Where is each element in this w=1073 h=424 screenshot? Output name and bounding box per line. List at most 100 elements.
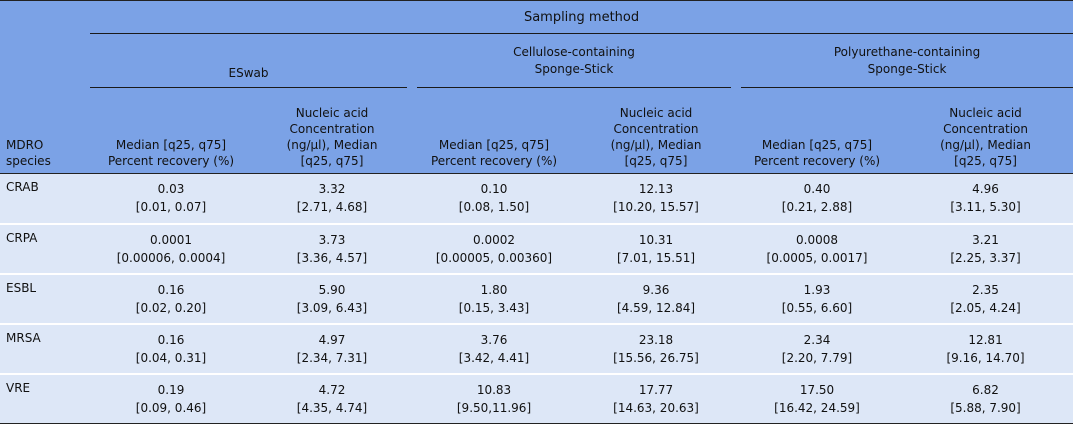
median-value: 0.40 [803, 182, 831, 197]
value-cell: 0.0002 [0.00005, 0.00360] [412, 223, 576, 274]
species-cell: MRSA [0, 323, 90, 374]
conc-line3: (ng/µl), Median [286, 138, 378, 152]
species-cell: ESBL [0, 273, 90, 324]
median-value: 3.32 [318, 182, 346, 197]
method-header-polyurethane: Polyurethane-containing Sponge-Stick [730, 34, 1073, 88]
median-value: 0.19 [157, 382, 185, 397]
median-value: 0.0002 [473, 232, 515, 247]
recovery-line2: Percent recovery (%) [107, 154, 235, 168]
table-row: CRPA 0.0001 [0.00006, 0.0004] 3.73 [3.36, 4.… [0, 223, 1073, 274]
value-cell: 3.21 [2.25, 3.37] [898, 223, 1073, 274]
value-cell: 4.96 [3.11, 5.30] [898, 173, 1073, 224]
value-cell: 3.73 [3.36, 4.57] [252, 223, 412, 274]
cellulose-conc-header: Nucleic acid Concentration (ng/µl), Medi… [576, 88, 736, 174]
conc-line3: (ng/µl), Median [610, 138, 702, 152]
conc-line4: [q25, q75] [624, 154, 688, 168]
iqr-value: [2.25, 3.37] [950, 250, 1021, 265]
iqr-value: [0.55, 6.60] [781, 300, 853, 315]
recovery-line1: Median [q25, q75] [761, 138, 873, 152]
value-cell: 0.10 [0.08, 1.50] [412, 173, 576, 224]
polyurethane-conc-header: Nucleic acid Concentration (ng/µl), Medi… [898, 88, 1073, 174]
median-value: 17.50 [799, 382, 835, 397]
conc-line1: Nucleic acid [619, 106, 693, 120]
iqr-value: [2.34, 7.31] [296, 350, 368, 365]
iqr-value: [3.36, 4.57] [296, 250, 368, 265]
iqr-value: [3.11, 5.30] [950, 200, 1021, 215]
method-polyurethane-line1: Polyurethane-containing [833, 45, 981, 59]
table-body: CRAB 0.03 [0.01, 0.07] 3.32 [2.71, 4.68] 0.10… [0, 173, 1073, 424]
iqr-value: [10.20, 15.57] [613, 200, 699, 215]
median-value: 10.83 [476, 382, 512, 397]
iqr-value: [15.56, 26.75] [613, 350, 699, 365]
conc-line1: Nucleic acid [295, 106, 369, 120]
median-value: 4.72 [318, 382, 346, 397]
value-cell: 0.19 [0.09, 0.46] [90, 373, 252, 424]
iqr-value: [0.09, 0.46] [135, 400, 207, 415]
iqr-value: [2.20, 7.79] [781, 350, 853, 365]
polyurethane-recovery-header: Median [q25, q75] Percent recovery (%) [736, 88, 898, 174]
median-value: 0.0008 [796, 232, 838, 247]
value-cell: 9.36 [4.59, 12.84] [576, 273, 736, 324]
median-value: 23.18 [638, 332, 674, 347]
method-eswab-line1: ESwab [228, 66, 269, 80]
value-cell: 17.50 [16.42, 24.59] [736, 373, 898, 424]
recovery-line1: Median [q25, q75] [115, 138, 227, 152]
conc-line2: Concentration [613, 122, 699, 136]
conc-line1: Nucleic acid [949, 106, 1022, 120]
iqr-value: [9.50,11.96] [456, 400, 532, 415]
conc-line4: [q25, q75] [954, 154, 1017, 168]
species-header-line2: species [6, 154, 51, 168]
median-value: 0.16 [157, 332, 185, 347]
iqr-value: [2.71, 4.68] [296, 200, 368, 215]
value-cell: 0.16 [0.02, 0.20] [90, 273, 252, 324]
median-value: 2.35 [972, 282, 999, 297]
value-cell: 4.97 [2.34, 7.31] [252, 323, 412, 374]
value-cell: 1.93 [0.55, 6.60] [736, 273, 898, 324]
value-cell: 10.31 [7.01, 15.51] [576, 223, 736, 274]
recovery-line1: Median [q25, q75] [438, 138, 550, 152]
cellulose-recovery-header: Median [q25, q75] Percent recovery (%) [412, 88, 576, 174]
median-value: 10.31 [638, 232, 674, 247]
method-cellulose-line2: Sponge-Stick [534, 62, 614, 76]
median-value: 6.82 [972, 382, 999, 397]
iqr-value: [2.05, 4.24] [950, 300, 1021, 315]
table-row: ESBL 0.16 [0.02, 0.20] 5.90 [3.09, 6.43] 1.80… [0, 273, 1073, 324]
iqr-value: [0.02, 0.20] [135, 300, 207, 315]
iqr-value: [4.35, 4.74] [296, 400, 368, 415]
value-cell: 2.35 [2.05, 4.24] [898, 273, 1073, 324]
iqr-value: [3.42, 4.41] [458, 350, 530, 365]
median-value: 3.73 [318, 232, 346, 247]
iqr-value: [0.01, 0.07] [135, 200, 207, 215]
value-cell: 3.76 [3.42, 4.41] [412, 323, 576, 374]
table-header: MDRO species Sampling method ESwab Cellu… [0, 0, 1073, 174]
median-value: 0.16 [157, 282, 185, 297]
median-value: 2.34 [803, 332, 831, 347]
sampling-method-header: Sampling method [90, 0, 1073, 34]
median-value: 3.76 [480, 332, 508, 347]
value-cell: 3.32 [2.71, 4.68] [252, 173, 412, 224]
value-cell: 12.13 [10.20, 15.57] [576, 173, 736, 224]
value-cell: 2.34 [2.20, 7.79] [736, 323, 898, 374]
conc-line3: (ng/µl), Median [940, 138, 1031, 152]
value-cell: 0.16 [0.04, 0.31] [90, 323, 252, 374]
eswab-recovery-header: Median [q25, q75] Percent recovery (%) [90, 88, 252, 174]
median-value: 17.77 [638, 382, 674, 397]
recovery-line2: Percent recovery (%) [430, 154, 558, 168]
species-header-line1: MDRO [6, 138, 44, 152]
species-cell: CRAB [0, 173, 90, 224]
median-value: 9.36 [642, 282, 670, 297]
method-header-eswab: ESwab [90, 34, 412, 88]
iqr-value: [16.42, 24.59] [774, 400, 860, 415]
value-cell: 5.90 [3.09, 6.43] [252, 273, 412, 324]
species-cell: CRPA [0, 223, 90, 274]
iqr-value: [0.15, 3.43] [458, 300, 530, 315]
iqr-value: [9.16, 14.70] [946, 350, 1025, 365]
median-value: 12.81 [968, 332, 1003, 347]
value-cell: 10.83 [9.50,11.96] [412, 373, 576, 424]
table-row: MRSA 0.16 [0.04, 0.31] 4.97 [2.34, 7.31] 3.76… [0, 323, 1073, 374]
median-value: 5.90 [318, 282, 346, 297]
table-row: VRE 0.19 [0.09, 0.46] 4.72 [4.35, 4.74] 10.83… [0, 373, 1073, 424]
species-header: MDRO species [0, 0, 90, 174]
conc-line2: Concentration [289, 122, 375, 136]
